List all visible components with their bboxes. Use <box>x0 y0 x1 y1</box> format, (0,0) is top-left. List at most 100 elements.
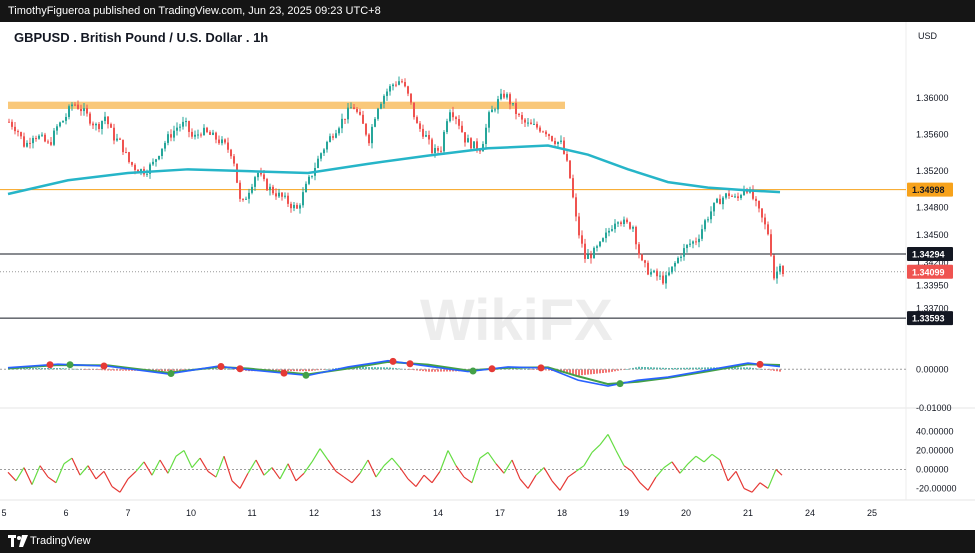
rsi-segment <box>663 461 673 469</box>
candle-body <box>767 224 769 235</box>
macd-histogram-bar <box>416 369 418 371</box>
candle-body <box>602 238 604 242</box>
candle-body <box>287 195 289 204</box>
candle-body <box>782 265 784 275</box>
macd-histogram-bar <box>59 368 61 370</box>
rsi-segment <box>407 478 417 487</box>
candle-body <box>236 163 238 183</box>
macd-histogram-bar <box>386 367 388 370</box>
rsi-segment <box>151 459 161 476</box>
macd-histogram-bar <box>305 369 307 372</box>
macd-histogram-bar <box>758 368 760 370</box>
candle-body <box>212 132 214 135</box>
rsi-segment <box>503 459 513 474</box>
candle-body <box>179 126 181 128</box>
macd-histogram-bar <box>164 369 166 372</box>
rsi-segment <box>39 465 49 478</box>
candle-body <box>485 127 487 145</box>
rsi-segment <box>271 467 281 480</box>
resistance-zone-layer <box>8 101 565 109</box>
candle-body <box>656 270 658 277</box>
rsi-segment <box>191 457 201 468</box>
tradingview-logo-icon <box>8 535 28 547</box>
candle-body <box>731 195 733 197</box>
candle-body <box>380 103 382 109</box>
macd-histogram-bar <box>566 369 568 374</box>
macd-histogram-bar <box>368 367 370 370</box>
candle-body <box>431 139 433 154</box>
macd-histogram-bar <box>548 369 550 371</box>
candle-body <box>44 134 46 142</box>
candle-body <box>629 222 631 229</box>
rsi-segment <box>775 469 783 476</box>
macd-histogram-bar <box>599 369 601 374</box>
rsi-segment <box>759 482 769 489</box>
candle-body <box>170 134 172 138</box>
macd-histogram-bar <box>695 367 697 370</box>
candle-body <box>779 265 781 272</box>
macd-histogram-bar <box>668 368 670 370</box>
candle-body <box>260 172 262 175</box>
price-label-box-last <box>907 246 953 261</box>
macd-histogram-bar <box>311 369 313 371</box>
macd-histogram-bar <box>119 369 121 371</box>
macd-histogram-bar <box>671 367 673 370</box>
candle-body <box>191 131 193 137</box>
macd-histogram-bar <box>662 367 664 370</box>
candle-body <box>62 120 64 123</box>
rsi-tick-label: 0.00000 <box>916 464 949 474</box>
candle-body <box>509 94 511 105</box>
chart-panel[interactable]: WikiFX 1.36000 1.35600 1.35200 1.34800 1.345… <box>0 22 975 530</box>
candle-body <box>494 109 496 111</box>
candle-body <box>350 107 352 109</box>
rsi-segment <box>703 453 713 463</box>
rsi-segment <box>583 452 593 466</box>
macd-cross-dot <box>302 371 310 379</box>
candle-body <box>704 220 706 230</box>
candle-body <box>107 116 109 125</box>
candle-body <box>740 195 742 199</box>
macd-histogram-bar <box>287 369 289 372</box>
candle-body <box>710 211 712 220</box>
macd-histogram-bar <box>377 367 379 370</box>
time-tick-label: 19 <box>619 508 629 518</box>
candle-body <box>398 81 400 85</box>
candle-body <box>110 124 112 128</box>
price-label-box-level <box>907 182 953 197</box>
macd-histogram-bar <box>107 369 109 371</box>
rsi-segment <box>551 480 561 491</box>
candle-body <box>74 104 76 106</box>
candle-body <box>542 131 544 133</box>
candle-body <box>593 247 595 259</box>
candle-body <box>371 126 373 144</box>
rsi-segment <box>447 450 457 466</box>
candle-body <box>608 230 610 233</box>
macd-histogram-bar <box>617 369 619 371</box>
candle-body <box>422 128 424 137</box>
candle-body <box>416 117 418 124</box>
macd-histogram-bar <box>302 369 304 372</box>
candle-body <box>215 132 217 140</box>
time-tick-label: 14 <box>433 508 443 518</box>
macd-histogram-bar <box>569 369 571 375</box>
candle-body <box>302 192 304 206</box>
candle-body <box>632 226 634 229</box>
candle-body <box>554 140 556 144</box>
macd-histogram-bar <box>299 369 301 372</box>
rsi-segment <box>351 472 361 484</box>
candle-body <box>146 173 148 175</box>
candle-body <box>467 138 469 143</box>
rsi-segment <box>599 434 609 446</box>
price-tick-label: 1.35200 <box>916 166 949 176</box>
moving-average-line <box>7 144 781 196</box>
candle-body <box>200 134 202 136</box>
candle-body <box>389 86 391 92</box>
candle-body <box>161 148 163 156</box>
macd-histogram-bar <box>326 369 328 370</box>
candle-body <box>425 135 427 137</box>
candle-body <box>434 148 436 154</box>
chart-svg[interactable]: WikiFX 1.36000 1.35600 1.35200 1.34800 1.345… <box>0 22 975 530</box>
rsi-segment <box>767 469 777 489</box>
rsi-segment <box>263 467 273 476</box>
rsi-segment <box>127 470 137 480</box>
